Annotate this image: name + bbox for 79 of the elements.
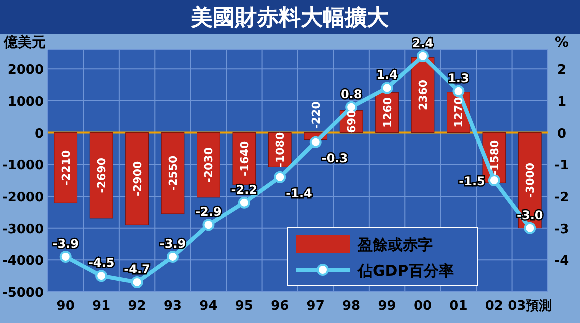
y2-tick-label: 2 xyxy=(557,63,567,78)
data-label: 1260 xyxy=(381,97,394,128)
x-tick-label: 01 xyxy=(450,299,468,314)
y-tick-label: 2000 xyxy=(8,63,44,78)
legend-label: 佔GDP百分率 xyxy=(357,262,454,280)
data-label: 0.8 xyxy=(340,87,362,102)
data-label: -1080 xyxy=(274,132,288,168)
y2-tick-label: 1 xyxy=(557,94,567,110)
point xyxy=(167,250,179,263)
point xyxy=(60,250,72,263)
y2-tick-label: -4 xyxy=(554,254,570,270)
data-label: -2.9 xyxy=(196,205,222,220)
data-label: -2690 xyxy=(96,158,109,194)
bar xyxy=(54,132,78,204)
point xyxy=(452,85,465,98)
y2-tick-label: -3 xyxy=(554,222,570,238)
data-label: 2360 xyxy=(417,80,430,111)
data-label: 2.4 xyxy=(412,36,434,50)
x-tick-label: 93 xyxy=(164,299,182,314)
x-tick-label: 92 xyxy=(128,299,146,314)
y-tick-label: -4000 xyxy=(2,254,44,270)
x-tick-label: 03預測 xyxy=(508,299,552,314)
data-label: -1580 xyxy=(488,140,502,176)
data-label: -220 xyxy=(310,101,323,130)
data-label: 1.3 xyxy=(448,71,470,86)
y-tick-label: 1000 xyxy=(8,94,44,110)
chart-title: 美國財赤料大幅擴大 xyxy=(190,5,390,31)
y-tick-label: -1000 xyxy=(2,158,44,174)
data-label: -2030 xyxy=(202,147,216,183)
y-tick-label: -2000 xyxy=(2,190,44,206)
y-tick-label: -3000 xyxy=(2,222,44,238)
data-label: -1.4 xyxy=(286,186,312,200)
data-label: -4.5 xyxy=(88,256,115,270)
legend-label: 盈餘或赤字 xyxy=(357,236,433,254)
x-tick-label: 02 xyxy=(485,299,504,314)
point xyxy=(96,270,108,282)
x-tick-label: 00 xyxy=(414,299,432,314)
point xyxy=(202,219,215,232)
bar xyxy=(90,132,114,219)
point xyxy=(310,136,322,148)
y-tick-label: -5000 xyxy=(2,286,44,301)
data-label: -4.7 xyxy=(124,262,150,276)
point xyxy=(131,276,144,288)
y2-tick-label: 0 xyxy=(557,126,567,142)
x-tick-label: 98 xyxy=(342,299,361,314)
data-label: -1.5 xyxy=(459,174,486,189)
data-label: -3000 xyxy=(524,162,538,198)
y-axis-title: 億美元 xyxy=(3,34,46,51)
x-tick-label: 91 xyxy=(92,299,111,314)
x-tick-label: 90 xyxy=(56,299,75,314)
data-label: -2900 xyxy=(131,161,144,197)
x-tick-label: 96 xyxy=(271,299,290,314)
data-label: -0.3 xyxy=(322,151,348,166)
y2-axis-title: % xyxy=(554,35,570,51)
point xyxy=(238,196,250,209)
data-label: -1640 xyxy=(238,140,252,176)
x-tick-label: 94 xyxy=(200,299,218,314)
point xyxy=(381,82,394,94)
data-label: -3.9 xyxy=(52,236,79,251)
point xyxy=(488,174,500,187)
x-tick-label: 95 xyxy=(235,299,254,314)
bar xyxy=(161,132,185,214)
point xyxy=(417,50,429,62)
y2-tick-label: -2 xyxy=(554,190,570,206)
x-tick-label: 97 xyxy=(306,299,325,314)
y2-tick-label: -1 xyxy=(554,158,570,174)
point xyxy=(524,222,536,234)
data-label: 1.4 xyxy=(376,68,398,82)
y-tick-label: 0 xyxy=(34,126,44,142)
bar xyxy=(197,132,220,198)
bar xyxy=(126,132,149,226)
point xyxy=(274,171,286,184)
data-label: -2550 xyxy=(167,155,180,191)
data-label: 1270 xyxy=(452,96,466,128)
data-label: 690 xyxy=(346,110,359,134)
data-label: -3.9 xyxy=(160,236,186,251)
data-label: -2.2 xyxy=(231,182,258,197)
x-tick-label: 99 xyxy=(378,299,396,314)
data-label: -2210 xyxy=(60,150,73,186)
